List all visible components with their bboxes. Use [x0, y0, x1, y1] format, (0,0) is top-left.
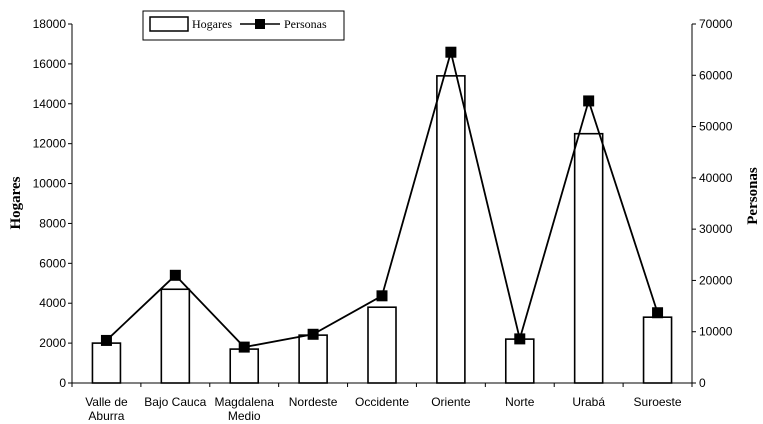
- left-tick-label-1: 2000: [39, 336, 66, 350]
- x-category-label-5: Oriente: [431, 395, 471, 409]
- left-tick-label-0: 0: [59, 376, 66, 390]
- x-category-label-8: Suroeste: [634, 395, 682, 409]
- personas-line: [100, 46, 664, 353]
- left-tick-label-7: 14000: [33, 97, 67, 111]
- right-tick-label-1: 10000: [699, 325, 733, 339]
- marker-personas-0: [100, 334, 112, 346]
- marker-personas-8: [652, 307, 664, 319]
- marker-personas-3: [307, 328, 319, 340]
- bar-hogares-1: [160, 288, 191, 384]
- left-tick-label-8: 16000: [33, 57, 67, 71]
- marker-personas-6: [514, 333, 526, 345]
- left-axis-title: Hogares: [8, 176, 24, 229]
- marker-personas-7: [583, 95, 595, 107]
- bar-hogares-8: [642, 316, 673, 384]
- left-tick-label-9: 18000: [33, 17, 67, 31]
- x-category-label-0: Valle de: [85, 395, 128, 409]
- right-tick-label-3: 30000: [699, 222, 733, 236]
- x-category-label-2-line1: Medio: [228, 409, 261, 423]
- right-tick-label-2: 20000: [699, 273, 733, 287]
- left-tick-label-6: 12000: [33, 137, 67, 151]
- right-tick-label-5: 50000: [699, 120, 733, 134]
- right-tick-label-6: 60000: [699, 68, 733, 82]
- marker-personas-1: [169, 269, 181, 281]
- right-axis-title: Personas: [745, 167, 761, 225]
- x-category-label-1: Bajo Cauca: [144, 395, 206, 409]
- bar-hogares-6: [504, 338, 535, 384]
- bar-hogares-3: [298, 334, 328, 384]
- bar-hogares-4: [367, 306, 397, 384]
- legend-hogares-swatch: [149, 16, 189, 32]
- left-tick-label-3: 6000: [39, 256, 66, 270]
- x-category-label-0-line1: Aburra: [88, 409, 124, 423]
- bar-hogares-5: [436, 75, 466, 384]
- x-category-label-3: Nordeste: [289, 395, 338, 409]
- axis-labels: 0 2000 4000 6000 8000 10000 12000 14000 16000 180…: [33, 17, 733, 423]
- axes: [68, 23, 696, 387]
- x-category-label-2: Magdalena: [215, 395, 275, 409]
- x-category-label-7: Urabá: [572, 395, 605, 409]
- right-tick-label-4: 40000: [699, 171, 733, 185]
- right-tick-label-7: 70000: [699, 17, 733, 31]
- bar-hogares-7: [573, 132, 604, 384]
- left-tick-label-2: 4000: [39, 296, 66, 310]
- legend-hogares-label: Hogares: [192, 17, 232, 31]
- bar-hogares-2: [229, 348, 260, 384]
- left-tick-label-4: 8000: [39, 216, 66, 230]
- marker-personas-5: [445, 46, 457, 58]
- marker-personas-4: [376, 290, 388, 302]
- bar-hogares-0: [91, 342, 122, 384]
- x-category-label-4: Occidente: [355, 395, 409, 409]
- marker-personas-2: [238, 341, 250, 353]
- right-tick-label-0: 0: [699, 376, 706, 390]
- legend: Hogares Personas: [142, 10, 345, 41]
- legend-personas-label: Personas: [284, 17, 327, 31]
- hogares-bars: [91, 75, 673, 384]
- legend-personas-marker: [255, 19, 265, 29]
- left-tick-label-5: 10000: [33, 177, 67, 191]
- x-category-label-6: Norte: [505, 395, 535, 409]
